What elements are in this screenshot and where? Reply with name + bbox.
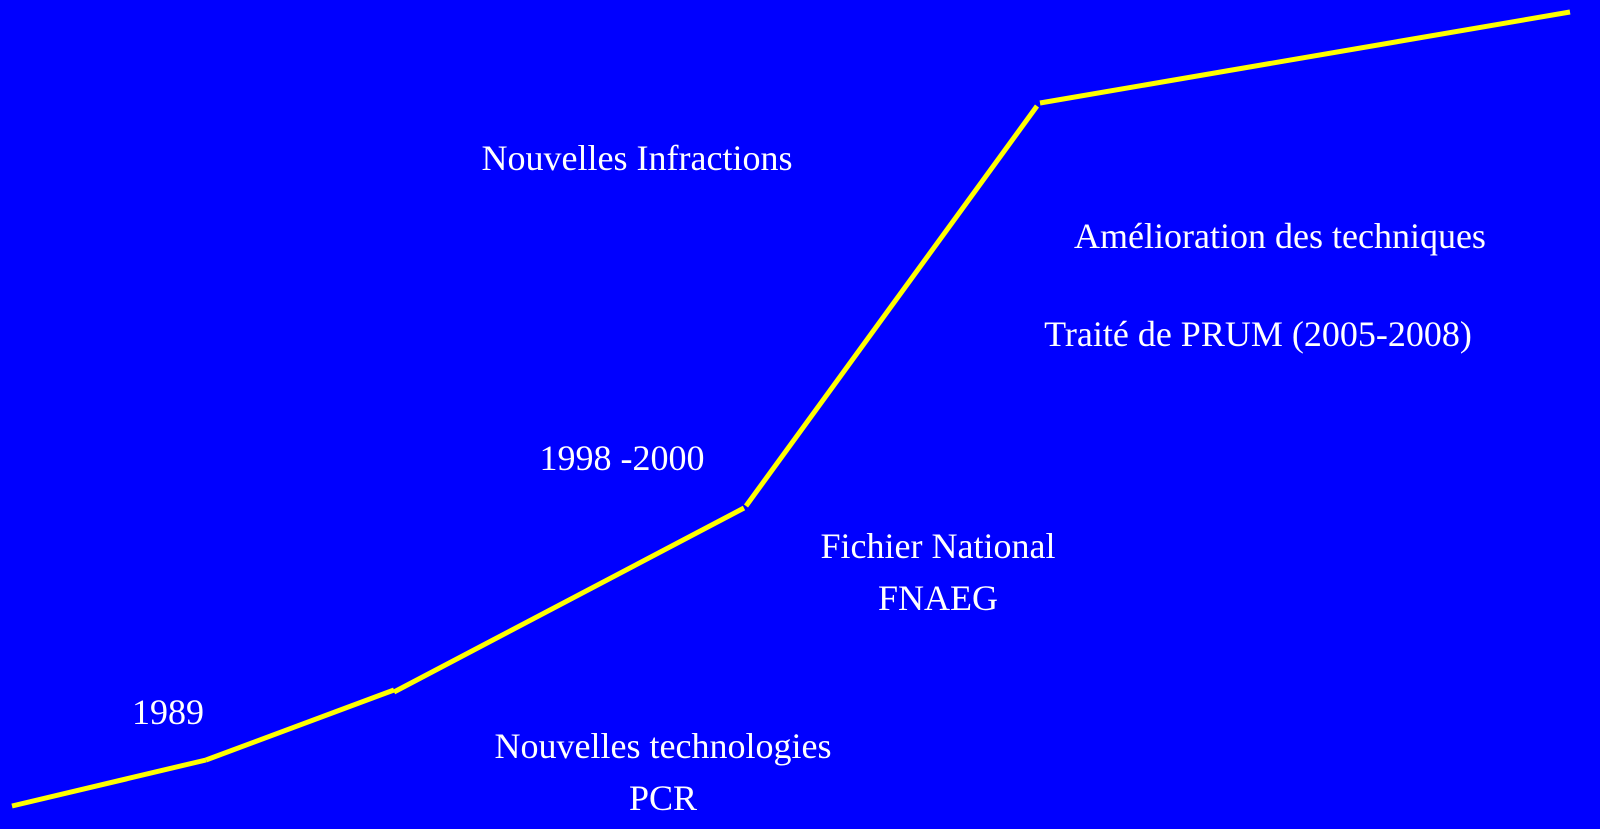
segment [1039, 9, 1571, 106]
segment [205, 687, 395, 763]
label: PCR [629, 778, 697, 818]
segment [392, 505, 746, 695]
label: FNAEG [878, 578, 998, 618]
segment [11, 757, 207, 809]
segment [743, 104, 1040, 508]
label: Nouvelles technologies [495, 726, 832, 766]
label: 1998 -2000 [540, 438, 705, 478]
label: Amélioration des techniques [1074, 216, 1486, 256]
label: Fichier National [821, 526, 1056, 566]
label: 1989 [132, 692, 204, 732]
label: Traité de PRUM (2005-2008) [1044, 314, 1472, 354]
label: Nouvelles Infractions [482, 138, 793, 178]
growth-line [11, 9, 1571, 809]
